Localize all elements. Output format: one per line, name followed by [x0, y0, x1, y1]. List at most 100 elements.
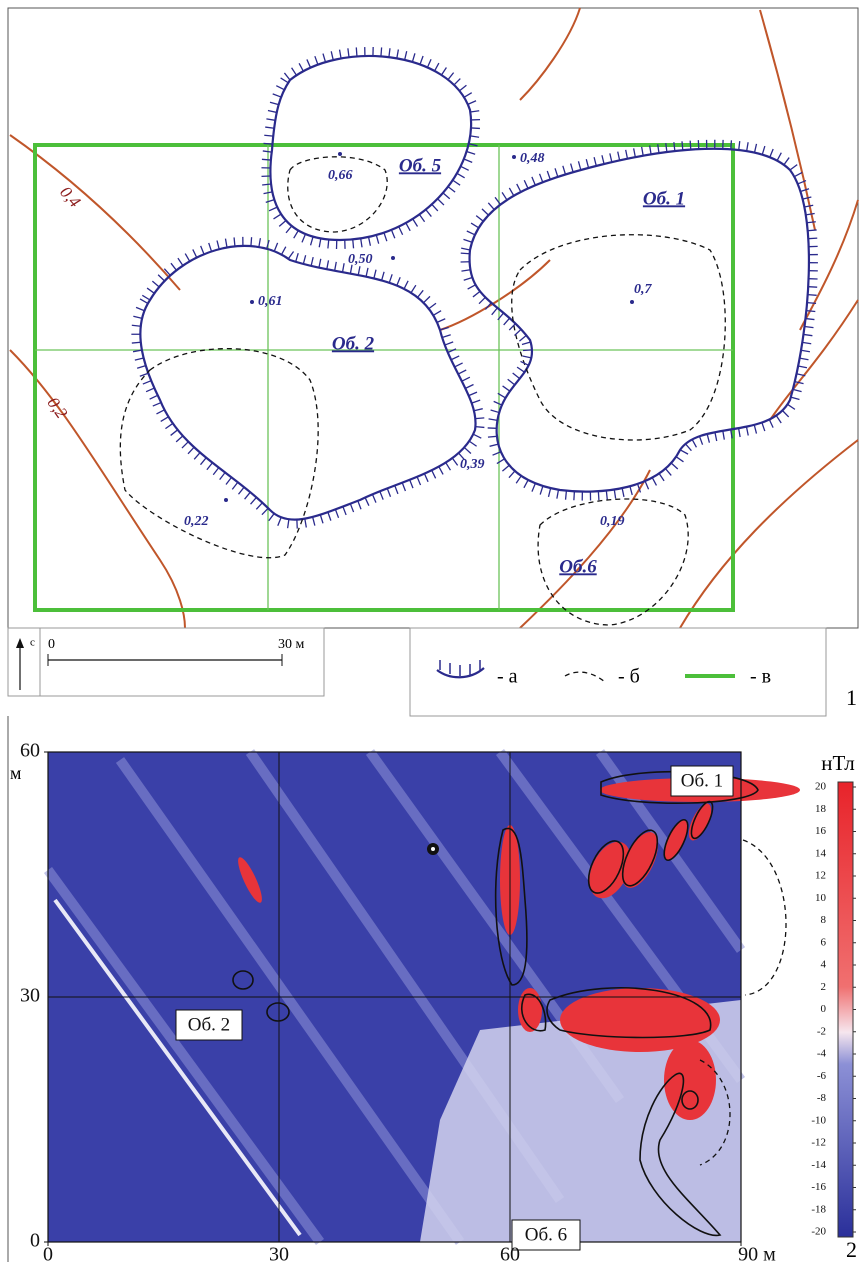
hatch [139, 298, 149, 305]
hatch [523, 479, 529, 489]
hatch [514, 328, 522, 336]
hatch [261, 507, 269, 516]
hatch [467, 100, 477, 105]
hatch [465, 383, 474, 389]
survey-grid [35, 145, 733, 610]
hatch [468, 391, 478, 397]
hatch [470, 222, 480, 229]
hatch [175, 435, 184, 443]
colorbar [837, 781, 854, 1238]
hatch [269, 101, 279, 106]
hatch [318, 238, 322, 248]
hatch [706, 433, 711, 443]
hatch [131, 341, 141, 344]
hatch [206, 462, 213, 471]
hatch [388, 48, 391, 58]
legend-symbol [436, 667, 485, 679]
value-label: 0,39 [460, 457, 485, 472]
hatch [293, 230, 299, 239]
object-2 [139, 244, 477, 521]
colorbar-title: нТл [821, 751, 855, 775]
value-label: 0,61 [258, 294, 283, 309]
hatch [379, 491, 384, 500]
hatch [342, 506, 347, 516]
legend-label: - в [750, 666, 771, 688]
value-label: 0,19 [600, 514, 625, 529]
colorbar-label: 4 [821, 959, 827, 971]
object-label: Об. 2 [188, 1014, 230, 1035]
colorbar-label: -8 [817, 1092, 827, 1104]
hatch [804, 204, 814, 208]
hatch [625, 149, 629, 159]
hatch [761, 422, 766, 432]
hatch [425, 209, 432, 217]
hatch [508, 470, 516, 479]
hatch [800, 349, 811, 353]
hatch [497, 392, 506, 399]
hatch [538, 173, 544, 183]
hatch [170, 429, 179, 436]
hatch [349, 503, 355, 513]
hatch [309, 236, 314, 246]
hatch [146, 287, 155, 294]
hatch [411, 53, 416, 63]
hatch [475, 425, 485, 429]
hatch [273, 213, 282, 220]
hatch [461, 269, 471, 272]
legend-label: - б [618, 666, 640, 688]
hatch [390, 229, 396, 239]
hatch [192, 249, 198, 258]
x-tick-label: 30 [269, 1244, 289, 1262]
hatch [152, 401, 162, 407]
colorbar-label: -20 [811, 1226, 826, 1238]
hatch [633, 148, 636, 158]
hatch [522, 355, 532, 359]
hatch [516, 183, 522, 193]
hatch [156, 409, 165, 415]
hatch [404, 51, 408, 61]
hatch [409, 479, 414, 489]
hatch [405, 222, 411, 232]
colorbar-label: 18 [815, 803, 827, 815]
hatch [267, 109, 277, 114]
hatch [457, 369, 467, 375]
hatch [311, 516, 316, 526]
hatch [807, 229, 817, 232]
hatch [208, 242, 213, 252]
hatch [367, 236, 372, 246]
hatch [730, 140, 733, 150]
hatch [451, 457, 459, 466]
hatch [417, 289, 424, 298]
hatch [134, 357, 144, 361]
hatch [423, 473, 429, 483]
hatch [219, 472, 226, 481]
hatch [437, 198, 445, 206]
hatch [472, 290, 481, 298]
hatch [131, 324, 141, 327]
colorbar-label: 12 [815, 870, 826, 882]
hatch [275, 85, 285, 91]
hatch [149, 394, 158, 400]
hatch [258, 238, 262, 248]
hatch [250, 496, 257, 505]
hatch [285, 225, 293, 234]
dashed-contours [119, 156, 726, 626]
hatch [745, 142, 749, 152]
texture [420, 1000, 741, 1242]
hatch [326, 260, 330, 270]
hatch [450, 355, 460, 361]
hatch [737, 428, 741, 438]
colorbar-label: -16 [811, 1181, 826, 1193]
hatch [787, 403, 796, 410]
hatch [447, 348, 457, 354]
hatch [163, 268, 171, 276]
hatch [453, 78, 461, 86]
hatch [380, 271, 385, 281]
hatch [157, 274, 166, 282]
hatch [135, 306, 145, 312]
survey-area [33, 143, 735, 612]
hatch [423, 295, 431, 304]
hatch [419, 55, 424, 65]
hatch [781, 410, 790, 418]
hatch [738, 141, 741, 151]
